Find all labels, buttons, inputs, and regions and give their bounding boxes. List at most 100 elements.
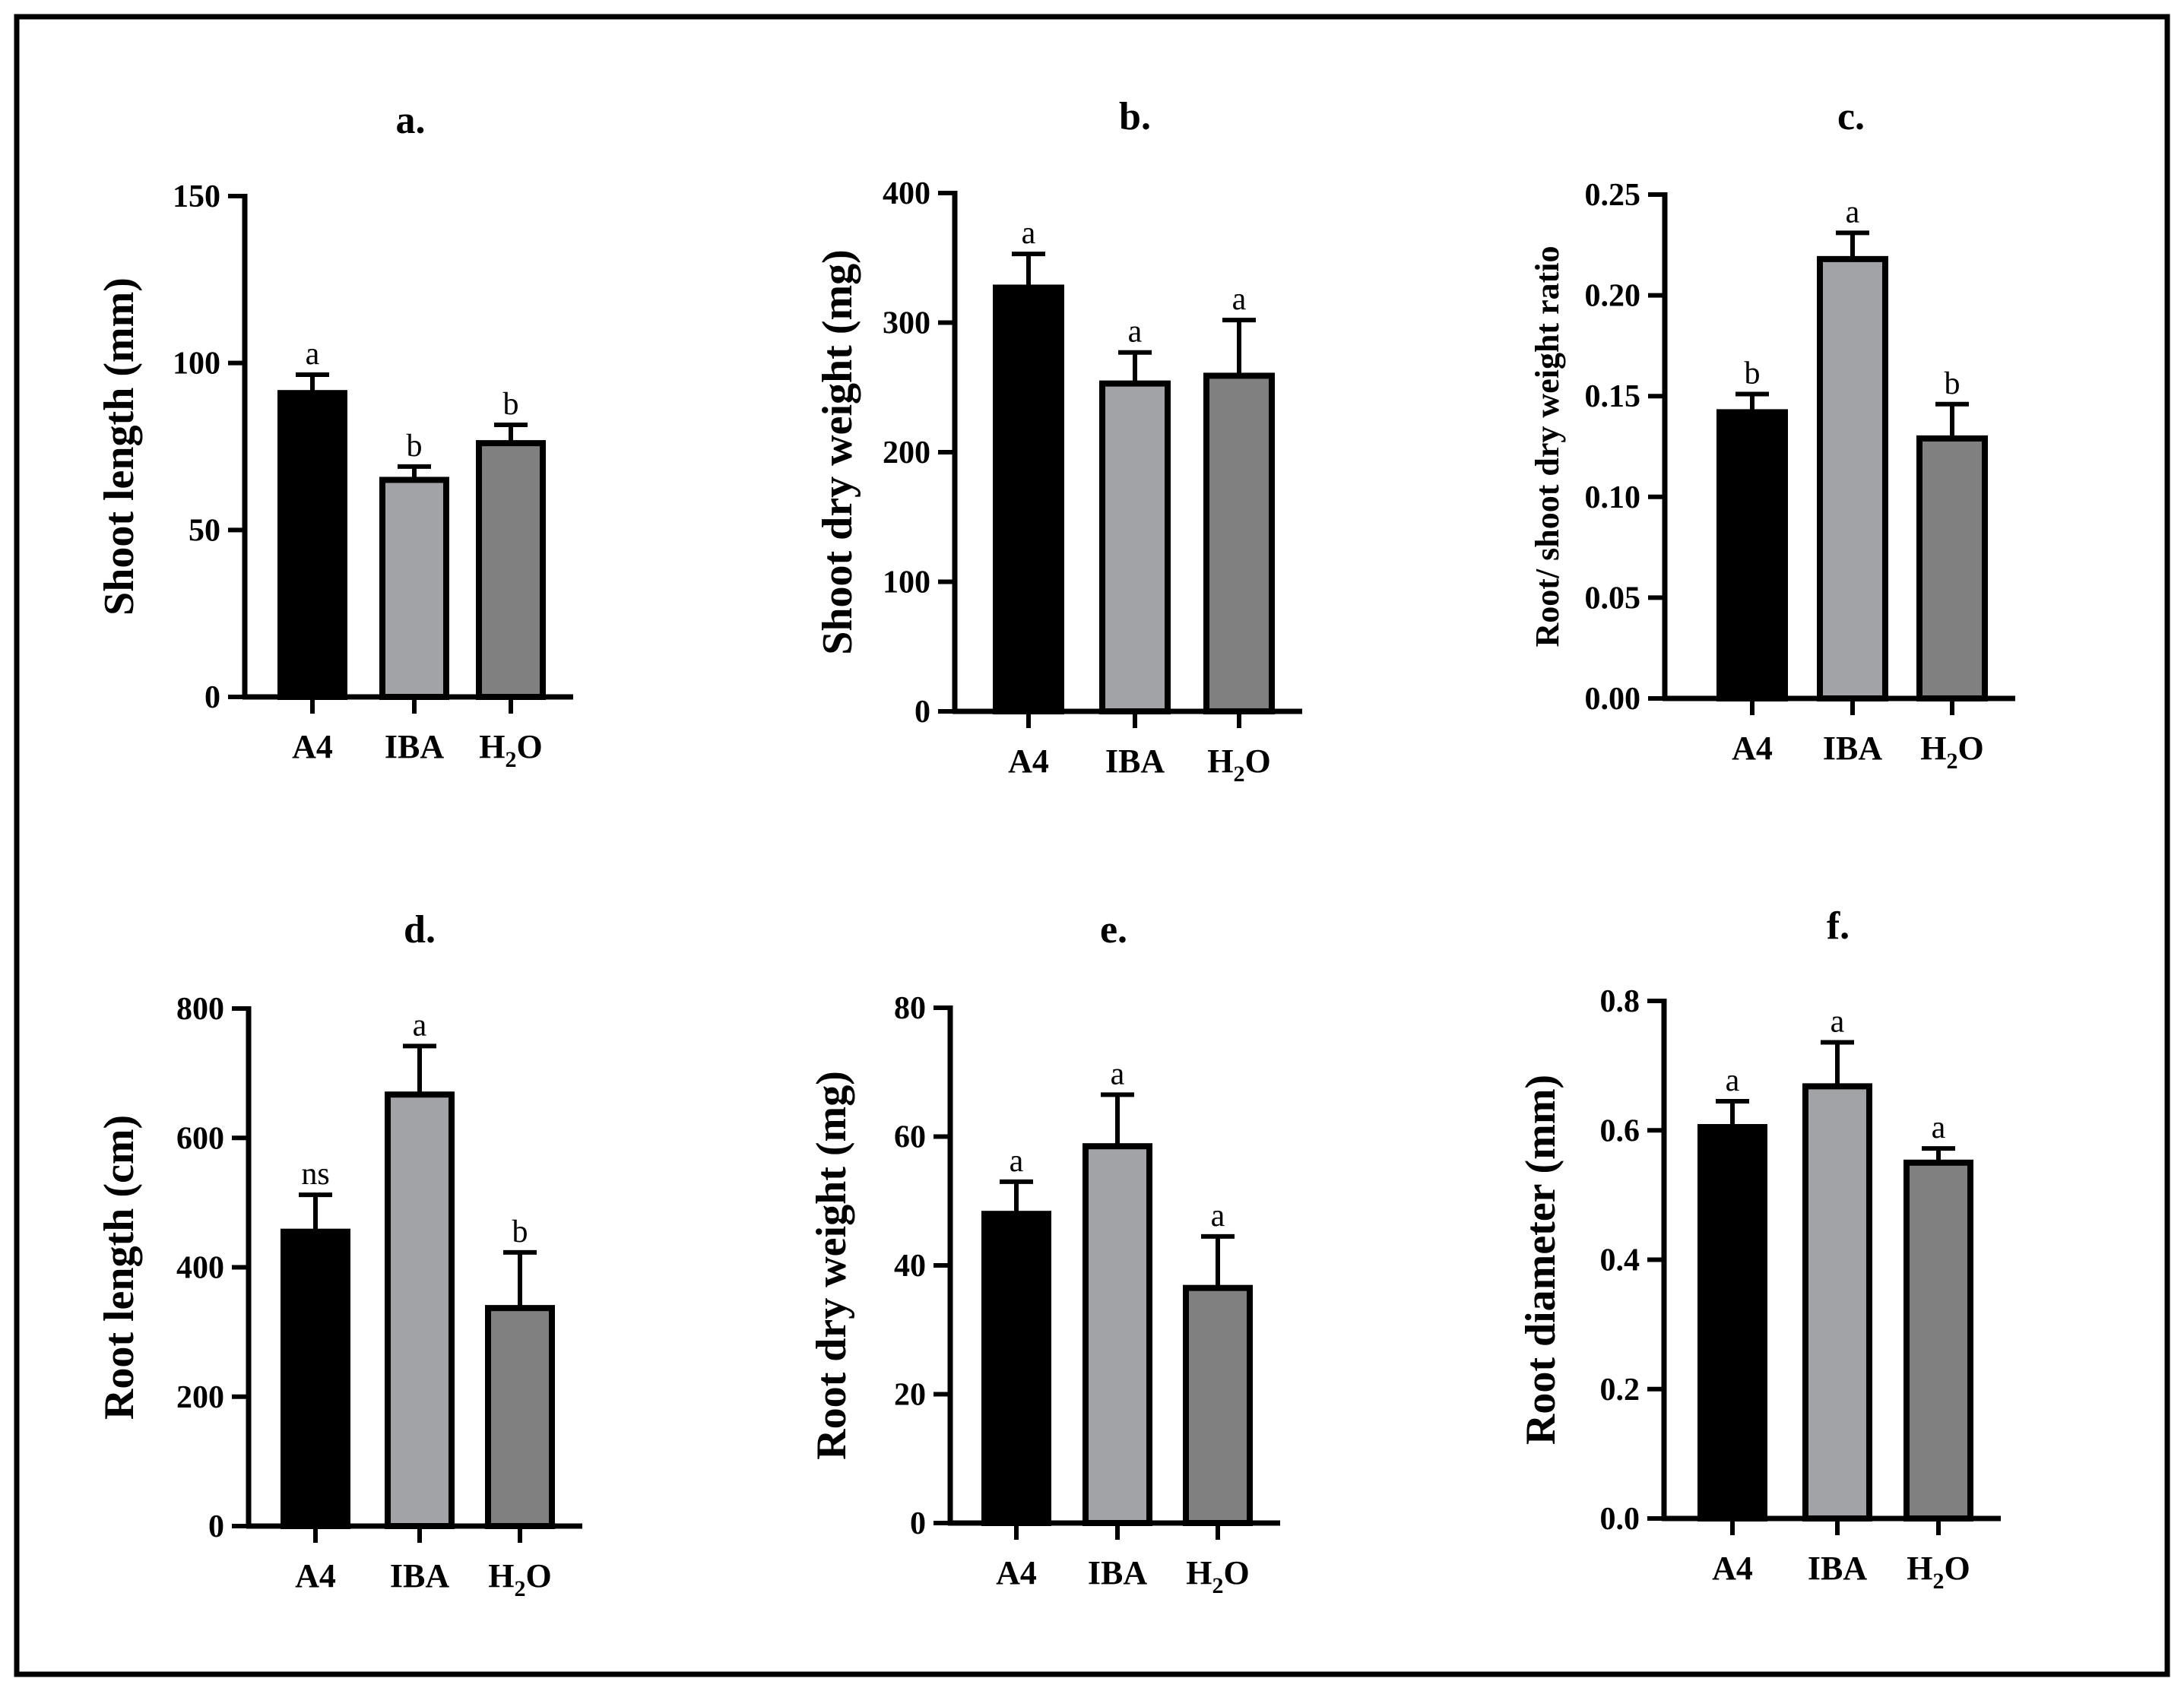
bar-h2o — [1203, 372, 1275, 714]
y-tick-label: 60 — [894, 1120, 926, 1155]
y-axis-label: Shoot dry weight (mg) — [814, 249, 861, 655]
y-tick-label: 0.6 — [1600, 1113, 1640, 1148]
category-label: A4 — [292, 728, 333, 765]
category-label: A4 — [1008, 743, 1049, 780]
bar-h2o — [485, 1305, 555, 1530]
category-label: H2O — [479, 728, 542, 772]
significance-label: ns — [301, 1157, 329, 1192]
y-axis-label: Root dry weight (mg) — [808, 1071, 855, 1460]
chart-title: b. — [1119, 95, 1151, 138]
category-label: IBA — [1823, 730, 1882, 767]
chart-title: e. — [1100, 908, 1127, 952]
chart-panel-a: a. Shoot length (mm) a A4 b IBA b H2O 0 50 100 150 — [96, 99, 573, 772]
y-tick-label: 50 — [189, 513, 220, 548]
bar-h2o — [1183, 1284, 1253, 1526]
y-tick-label: 150 — [173, 179, 220, 214]
significance-label: a — [1831, 1004, 1845, 1039]
category-label: IBA — [390, 1557, 449, 1594]
significance-label: a — [1211, 1199, 1225, 1233]
significance-label: b — [503, 387, 519, 422]
y-tick-label: 0.2 — [1600, 1373, 1640, 1408]
y-tick-label: 200 — [883, 435, 930, 470]
chart-panel-f: f. Root diameter (mm) a A4 a IBA a H2O 0.0 0.2 0.4… — [1517, 904, 2001, 1594]
category-label: IBA — [1105, 743, 1165, 780]
y-tick-label: 0.20 — [1585, 279, 1641, 314]
y-tick-label: 0.8 — [1600, 984, 1640, 1019]
category-label: H2O — [1207, 743, 1270, 787]
y-tick-label: 0 — [208, 1509, 224, 1544]
chart-title: c. — [1837, 95, 1865, 138]
chart-panel-c: c. Root/ shoot dry weight ratio b A4 a IBA b H2… — [1529, 95, 2015, 774]
bar-h2o — [1916, 435, 1988, 702]
category-label: A4 — [1732, 730, 1773, 767]
category-label: IBA — [1088, 1554, 1147, 1591]
y-tick-label: 600 — [176, 1121, 224, 1156]
y-tick-label: 0.15 — [1585, 379, 1641, 414]
category-label: A4 — [996, 1554, 1037, 1591]
y-axis-label: Root diameter (mm) — [1517, 1075, 1564, 1445]
significance-label: a — [1111, 1056, 1125, 1091]
significance-label: b — [407, 429, 423, 464]
y-axis-label: Root length (cm) — [96, 1115, 143, 1420]
bar-a4 — [981, 1211, 1051, 1526]
category-label: IBA — [1808, 1550, 1867, 1587]
y-axis-label: Shoot length (mm) — [96, 277, 143, 616]
category-label: H2O — [1920, 730, 1983, 774]
chart-panel-e: e. Root dry weight (mg) a A4 a IBA a H2O 0 20 40 60… — [808, 908, 1280, 1598]
significance-label: a — [1128, 315, 1143, 350]
category-label: A4 — [1712, 1550, 1753, 1587]
y-tick-label: 0.4 — [1600, 1243, 1640, 1278]
y-tick-label: 0.05 — [1585, 581, 1641, 616]
bar-iba — [385, 1091, 455, 1530]
y-tick-label: 0 — [204, 680, 220, 715]
chart-panel-d: d. Root length (cm) ns A4 a IBA b H2O 0 200 400 600… — [96, 908, 582, 1601]
y-tick-label: 0.10 — [1585, 480, 1641, 515]
chart-title: d. — [404, 908, 436, 952]
y-tick-label: 0.00 — [1585, 682, 1641, 717]
category-label: H2O — [1907, 1550, 1970, 1594]
y-tick-label: 800 — [176, 992, 224, 1027]
bar-iba — [1082, 1143, 1152, 1527]
y-tick-label: 80 — [894, 991, 926, 1026]
bar-iba — [1099, 380, 1171, 714]
significance-label: a — [1726, 1063, 1740, 1098]
significance-label: a — [1846, 195, 1860, 230]
y-tick-label: 20 — [894, 1378, 926, 1413]
significance-label: a — [1932, 1110, 1946, 1145]
chart-panels: a. Shoot length (mm) a A4 b IBA b H2O 0 50 100 150 b… — [96, 95, 2015, 1601]
y-tick-label: 0 — [910, 1506, 926, 1541]
bar-a4 — [1716, 409, 1788, 702]
significance-label: a — [1232, 282, 1247, 317]
bar-a4 — [1697, 1123, 1767, 1522]
category-label: H2O — [1186, 1554, 1249, 1598]
y-tick-label: 400 — [883, 176, 930, 211]
y-tick-label: 0.25 — [1585, 178, 1641, 213]
y-tick-label: 100 — [883, 565, 930, 600]
significance-label: a — [1010, 1144, 1024, 1179]
y-tick-label: 0.0 — [1600, 1502, 1640, 1537]
significance-label: b — [1745, 356, 1761, 391]
chart-title: f. — [1827, 904, 1850, 948]
significance-label: a — [306, 337, 320, 372]
y-tick-label: 40 — [894, 1249, 926, 1284]
chart-title: a. — [396, 99, 426, 142]
y-tick-label: 200 — [176, 1380, 224, 1415]
category-label: IBA — [385, 728, 444, 765]
y-tick-label: 300 — [883, 306, 930, 341]
bar-a4 — [281, 1228, 350, 1530]
chart-panel-b: b. Shoot dry weight (mg) a A4 a IBA a H2O 0 100 20… — [814, 95, 1302, 787]
bar-iba — [379, 477, 449, 701]
bar-a4 — [277, 390, 347, 700]
significance-label: b — [512, 1214, 528, 1249]
y-tick-label: 0 — [914, 695, 930, 730]
category-label: H2O — [488, 1557, 551, 1601]
category-label: A4 — [295, 1557, 336, 1594]
bar-iba — [1817, 255, 1888, 701]
bar-iba — [1802, 1083, 1872, 1522]
bar-h2o — [476, 440, 546, 701]
significance-label: a — [1022, 216, 1036, 251]
y-tick-label: 100 — [173, 347, 220, 382]
bar-a4 — [993, 284, 1064, 714]
bar-h2o — [1903, 1159, 1973, 1522]
